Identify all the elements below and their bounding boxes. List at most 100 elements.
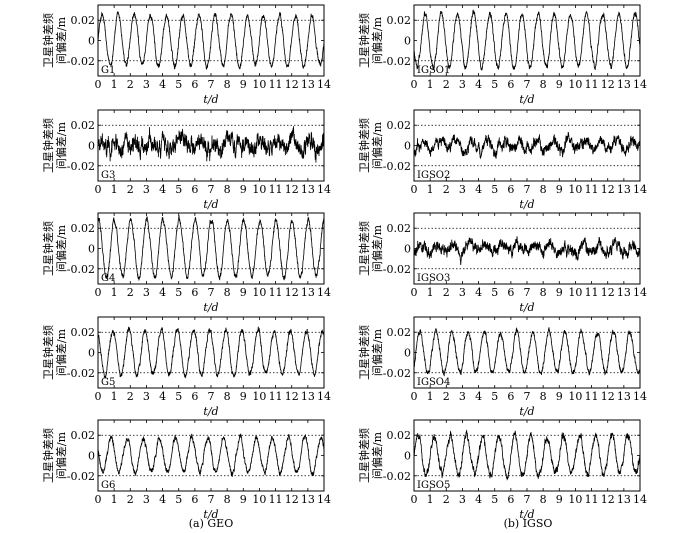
series-line-g5: [97, 326, 325, 379]
x-tick-label: 6: [507, 493, 514, 506]
subplot-igso4: 0 1 2 3 4 5 6 7 8 9 10 11 12 13 140.020-0.02IGSO4t/d卫星…: [357, 316, 647, 418]
y-tick-label: 0: [88, 450, 95, 463]
x-tick-label: 3: [143, 493, 150, 506]
subplot-g5: 0 1 2 3 4 5 6 7 8 9 10 11 12 13 140.020-0.02G5t/d卫星钟差频…: [41, 316, 331, 418]
x-tick-label: 10: [568, 493, 582, 506]
y-tick-label: -0.02: [67, 367, 95, 380]
y-tick-label: 0.02: [387, 119, 412, 132]
x-tick-label: 5: [175, 493, 182, 506]
x-tick-label: 7: [208, 390, 215, 403]
panel-label: IGSO1: [417, 65, 450, 76]
x-tick-label: 2: [127, 390, 134, 403]
y-axis-label: 间偏差/m: [370, 328, 384, 376]
series-line-g1: [97, 11, 325, 70]
y-axis-label: 卫星钟差频: [41, 13, 55, 68]
x-tick-label: 5: [175, 286, 182, 299]
x-tick-label: 13: [301, 183, 315, 196]
x-tick-label: 8: [224, 183, 231, 196]
x-axis-label: t/d: [203, 198, 218, 211]
y-tick-label: -0.02: [383, 55, 411, 68]
x-tick-label: 1: [111, 78, 118, 91]
x-tick-label: 2: [443, 286, 450, 299]
x-tick-label: 2: [443, 183, 450, 196]
y-tick-label: -0.02: [383, 263, 411, 276]
x-tick-label: 2: [443, 390, 450, 403]
x-tick-label: 6: [191, 493, 198, 506]
x-tick-label: 14: [633, 78, 647, 91]
subplot-igso3: 0 1 2 3 4 5 6 7 8 9 10 11 12 13 140.020-0.02IGSO3t/d卫星…: [357, 212, 647, 314]
x-tick-label: 9: [240, 183, 247, 196]
y-axis-label: 间偏差/m: [54, 224, 68, 272]
x-tick-label: 13: [301, 78, 315, 91]
subplot-igso2: 0 1 2 3 4 5 6 7 8 9 10 11 12 13 140.020-0.02IGSO2t/d卫星…: [357, 109, 647, 211]
y-tick-label: 0.02: [387, 429, 412, 442]
x-tick-label: 1: [111, 390, 118, 403]
subplot-grid: 0 1 2 3 4 5 6 7 8 9 10 11 12 13 140.020-0.02G1t/d卫星钟差频…: [41, 4, 647, 521]
x-tick-label: 0: [95, 78, 102, 91]
subplot-g1: 0 1 2 3 4 5 6 7 8 9 10 11 12 13 140.020-0.02G1t/d卫星钟差频…: [41, 4, 331, 106]
subplot-igso1: 0 1 2 3 4 5 6 7 8 9 10 11 12 13 140.020-0.02IGSO1t/d卫星…: [357, 4, 647, 106]
panel-label: G6: [101, 480, 115, 491]
x-tick-label: 13: [617, 493, 631, 506]
x-tick-label: 0: [95, 286, 102, 299]
x-tick-label: 3: [143, 286, 150, 299]
y-axis-label: 间偏差/m: [54, 328, 68, 376]
x-tick-label: 0: [95, 493, 102, 506]
x-tick-label: 11: [585, 183, 599, 196]
x-tick-label: 5: [491, 286, 498, 299]
x-tick-label: 4: [159, 183, 166, 196]
x-tick-label: 14: [633, 183, 647, 196]
x-tick-label: 12: [601, 390, 615, 403]
x-tick-label: 14: [317, 78, 331, 91]
x-tick-label: 6: [507, 183, 514, 196]
x-tick-label: 12: [285, 286, 299, 299]
y-axis-label: 卫星钟差频: [357, 118, 371, 173]
x-tick-label: 8: [540, 286, 547, 299]
x-tick-label: 10: [252, 390, 266, 403]
x-tick-label: 3: [143, 390, 150, 403]
x-tick-label: 10: [252, 286, 266, 299]
series-line-igso2: [413, 132, 641, 160]
x-tick-label: 8: [540, 390, 547, 403]
y-tick-label: -0.02: [67, 160, 95, 173]
y-tick-label: 0.02: [71, 14, 96, 27]
x-tick-label: 6: [507, 78, 514, 91]
series-line-igso1: [413, 9, 641, 71]
x-tick-label: 13: [301, 493, 315, 506]
y-tick-label: 0.02: [71, 429, 96, 442]
panel-label: G3: [101, 170, 115, 181]
x-axis-label: t/d: [519, 301, 534, 314]
x-tick-label: 4: [475, 286, 482, 299]
x-tick-label: 11: [585, 286, 599, 299]
x-tick-label: 10: [252, 493, 266, 506]
x-tick-label: 4: [159, 390, 166, 403]
x-tick-label: 12: [285, 493, 299, 506]
x-tick-label: 5: [491, 390, 498, 403]
x-tick-label: 14: [633, 493, 647, 506]
x-tick-label: 13: [617, 78, 631, 91]
x-tick-label: 7: [524, 390, 531, 403]
x-tick-label: 2: [127, 493, 134, 506]
x-tick-label: 14: [633, 390, 647, 403]
y-axis-label: 间偏差/m: [54, 16, 68, 64]
x-tick-label: 2: [127, 286, 134, 299]
y-tick-label: 0: [404, 450, 411, 463]
x-tick-label: 5: [491, 493, 498, 506]
x-tick-label: 10: [252, 183, 266, 196]
x-axis-label: t/d: [519, 405, 534, 418]
x-tick-label: 12: [285, 183, 299, 196]
y-tick-label: 0.02: [71, 222, 96, 235]
y-tick-label: 0: [404, 140, 411, 153]
panel-label: G4: [101, 273, 115, 284]
y-axis-label: 卫星钟差频: [357, 221, 371, 276]
x-tick-label: 7: [524, 286, 531, 299]
x-tick-label: 12: [601, 78, 615, 91]
x-tick-label: 14: [317, 390, 331, 403]
y-tick-label: 0: [88, 347, 95, 360]
x-tick-label: 0: [411, 390, 418, 403]
y-tick-label: -0.02: [383, 160, 411, 173]
y-axis-label: 卫星钟差频: [41, 118, 55, 173]
subplot-igso5: 0 1 2 3 4 5 6 7 8 9 10 11 12 13 140.020-0.02IGSO5t/d卫星…: [357, 419, 647, 521]
x-tick-label: 5: [491, 78, 498, 91]
x-tick-label: 12: [601, 183, 615, 196]
